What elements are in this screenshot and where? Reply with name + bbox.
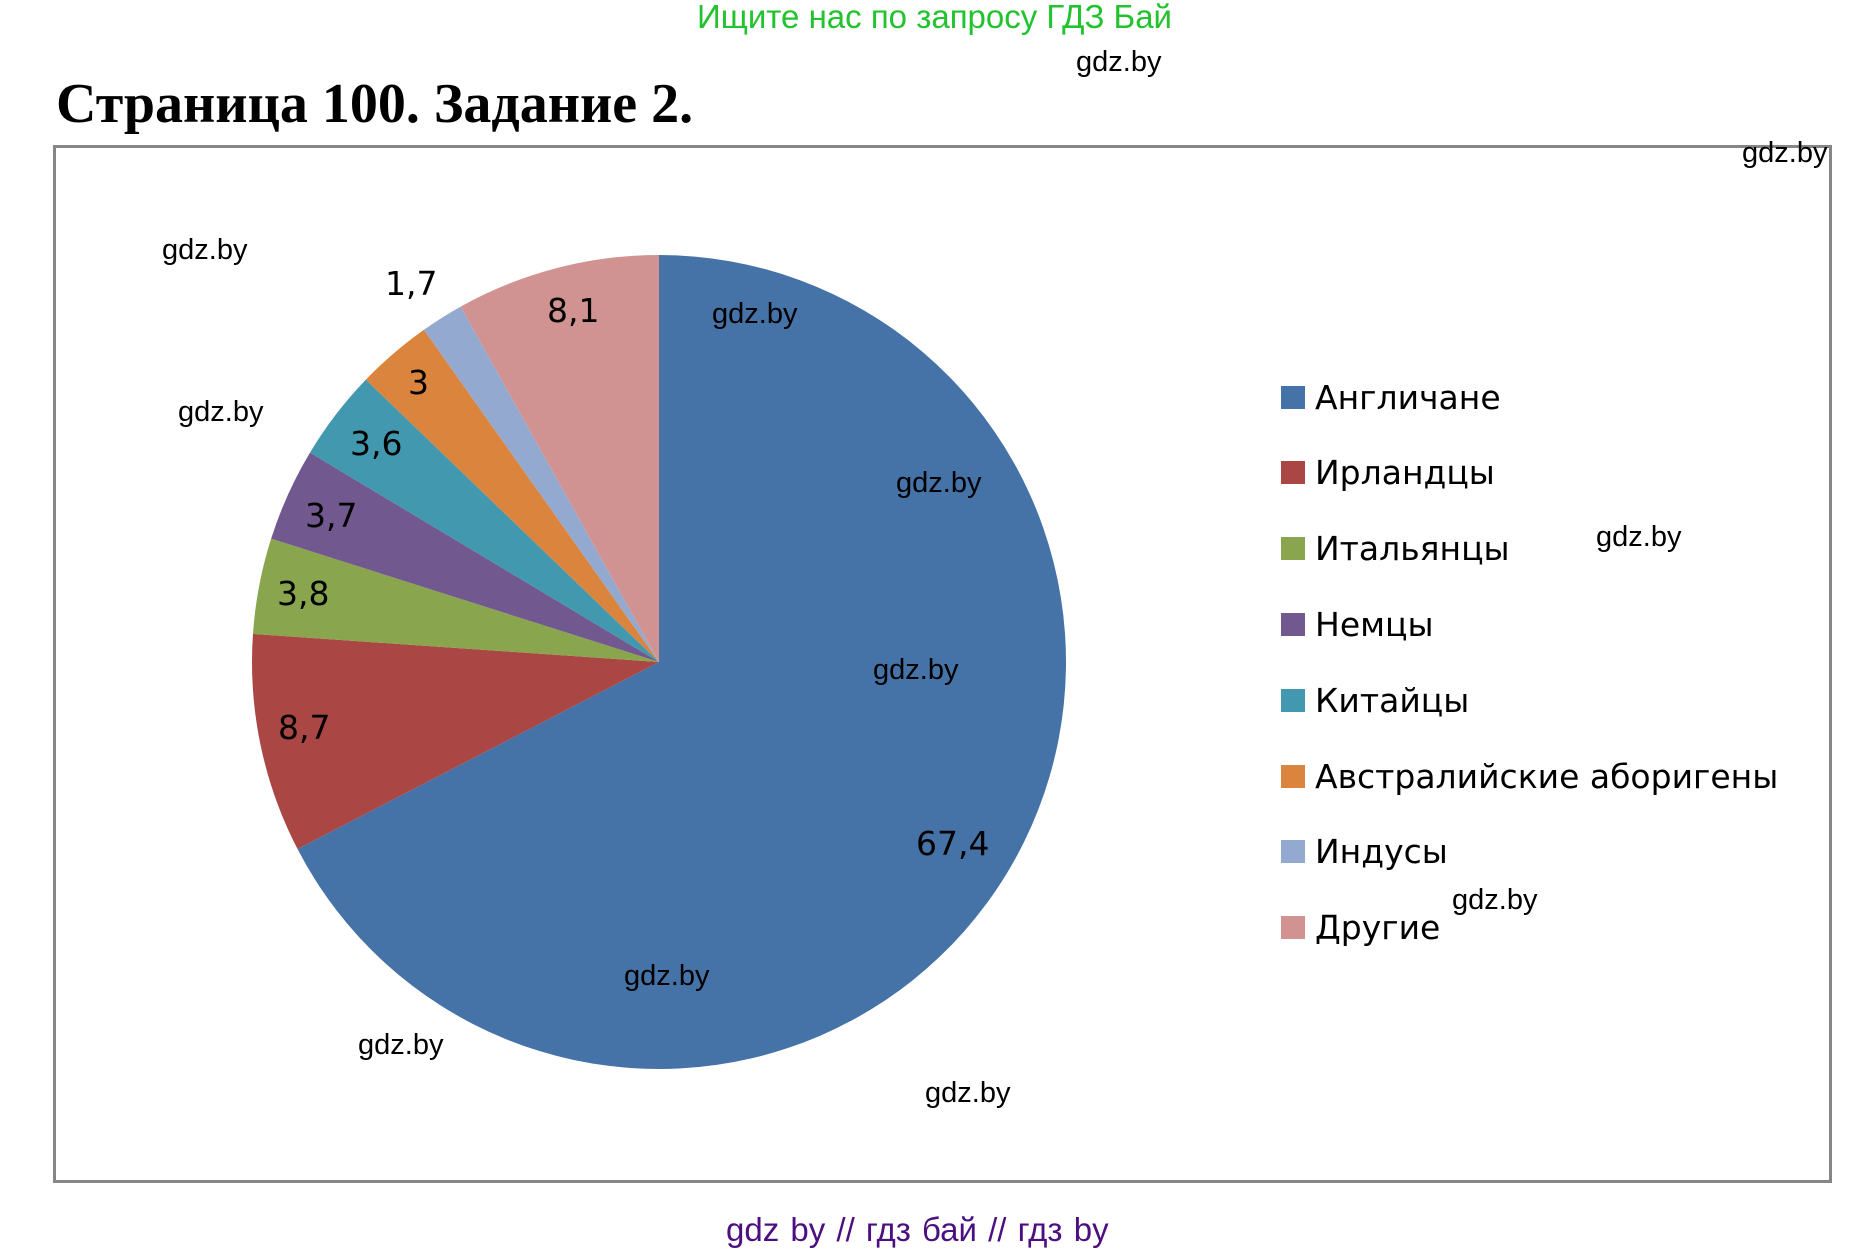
watermark-text: gdz.by [178,396,264,428]
footer-text: gdz by // гдз бай // гдз by [726,1211,1109,1248]
watermark-text: gdz.by [896,467,982,499]
legend-item: Ирландцы [1281,453,1495,493]
legend-label: Итальянцы [1315,529,1510,569]
watermark-text: gdz.by [1742,137,1828,169]
legend-label: Немцы [1315,604,1434,644]
legend-label: Индусы [1315,832,1448,872]
data-label: 3,6 [350,424,403,463]
legend-label: Ирландцы [1315,453,1495,493]
page-title: Страница 100. Задание 2. [56,73,694,135]
pie-slice-5 [309,379,659,662]
legend-item: Немцы [1281,604,1434,644]
legend-swatch-icon [1281,688,1305,712]
pie-slice-1 [297,255,1067,1069]
legend-label: Англичане [1315,377,1501,417]
watermark-text: gdz.by [624,960,710,992]
legend-item: Другие [1281,908,1441,948]
legend-swatch-icon [1281,916,1305,940]
legend-item: Китайцы [1281,680,1470,720]
legend-label: Австралийские аборигены [1315,756,1779,796]
pie-slices [252,255,1067,1069]
watermark-text: gdz.by [712,298,798,330]
watermark-text: gdz.by [925,1077,1011,1109]
watermark-text: gdz.by [1076,46,1162,78]
data-label: 3 [408,363,429,402]
pie-slice-7 [423,306,659,662]
legend-item: Англичане [1281,377,1501,417]
watermark-text: gdz.by [1452,884,1538,916]
legend-label: Китайцы [1315,680,1470,720]
legend-swatch-icon [1281,537,1305,561]
legend-item: Индусы [1281,832,1448,872]
legend-item: Австралийские аборигены [1281,756,1779,796]
data-label: 8,1 [547,291,600,330]
pie-slice-6 [365,329,659,662]
data-label: 8,7 [278,708,331,747]
data-label: 1,7 [385,264,438,303]
legend-swatch-icon [1281,764,1305,788]
watermark-text: gdz.by [358,1029,444,1061]
watermark-text: gdz.by [1596,521,1682,553]
watermark-text: gdz.by [162,234,248,266]
legend-label: Другие [1315,908,1441,948]
pie-slice-4 [271,452,659,662]
promo-text: Ищите нас по запросу ГДЗ Бай [697,0,1172,35]
data-label: 67,4 [916,824,990,863]
legend-swatch-icon [1281,461,1305,485]
chart-frame [53,145,1832,1183]
pie-slice-8 [460,255,659,662]
legend-swatch-icon [1281,385,1305,409]
pie-slice-2 [252,633,659,850]
watermark-text: gdz.by [873,654,959,686]
pie-slice-3 [252,538,659,662]
legend-swatch-icon [1281,612,1305,636]
legend-swatch-icon [1281,840,1305,864]
data-label: 3,7 [305,496,358,535]
legend-item: Итальянцы [1281,529,1510,569]
data-label: 3,8 [277,574,330,613]
